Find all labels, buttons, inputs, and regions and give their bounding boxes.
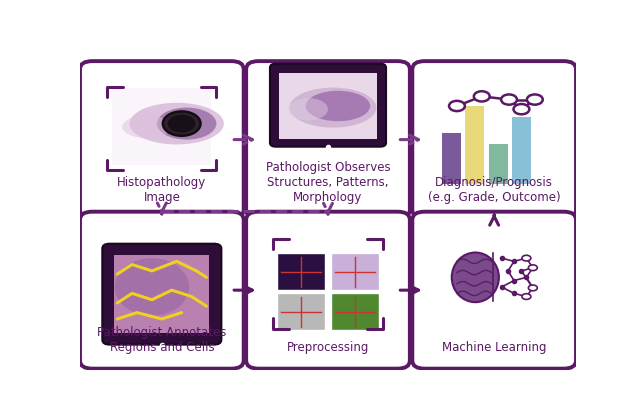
Bar <box>512 117 531 184</box>
Bar <box>332 253 379 290</box>
Ellipse shape <box>115 258 189 316</box>
Ellipse shape <box>129 103 224 144</box>
Bar <box>465 106 484 184</box>
FancyBboxPatch shape <box>412 212 576 369</box>
Ellipse shape <box>289 87 376 128</box>
Circle shape <box>449 101 465 111</box>
Text: Pathologist Observes
Structures, Patterns,
Morphology: Pathologist Observes Structures, Pattern… <box>266 161 390 204</box>
Bar <box>277 253 324 290</box>
Circle shape <box>527 94 543 105</box>
Bar <box>114 255 209 333</box>
Bar <box>114 255 209 333</box>
Circle shape <box>522 294 531 300</box>
FancyBboxPatch shape <box>246 61 410 218</box>
FancyBboxPatch shape <box>80 212 244 369</box>
Ellipse shape <box>306 91 370 121</box>
Ellipse shape <box>288 98 328 120</box>
Bar <box>332 293 379 330</box>
Bar <box>442 134 461 184</box>
Circle shape <box>163 111 200 136</box>
FancyBboxPatch shape <box>246 212 410 369</box>
Ellipse shape <box>157 108 216 140</box>
Bar <box>489 144 508 184</box>
Circle shape <box>522 255 531 261</box>
FancyBboxPatch shape <box>412 61 576 218</box>
Bar <box>280 73 376 139</box>
Text: Machine Learning: Machine Learning <box>442 341 547 354</box>
Circle shape <box>168 115 196 133</box>
Circle shape <box>501 94 517 105</box>
Text: Pathologist Annotates
Regions and Cells: Pathologist Annotates Regions and Cells <box>97 326 227 354</box>
Circle shape <box>529 265 538 271</box>
FancyBboxPatch shape <box>102 244 221 344</box>
Text: Diagnosis/Prognosis
(e.g. Grade, Outcome): Diagnosis/Prognosis (e.g. Grade, Outcome… <box>428 176 561 204</box>
FancyBboxPatch shape <box>270 64 386 147</box>
FancyBboxPatch shape <box>80 61 244 218</box>
Bar <box>277 293 324 330</box>
Text: Preprocessing: Preprocessing <box>287 341 369 354</box>
Ellipse shape <box>122 116 172 138</box>
Bar <box>112 88 211 165</box>
Ellipse shape <box>452 253 499 302</box>
Circle shape <box>513 104 529 114</box>
Circle shape <box>529 285 538 291</box>
Circle shape <box>474 91 490 102</box>
Text: Histopathology
Image: Histopathology Image <box>117 176 207 204</box>
